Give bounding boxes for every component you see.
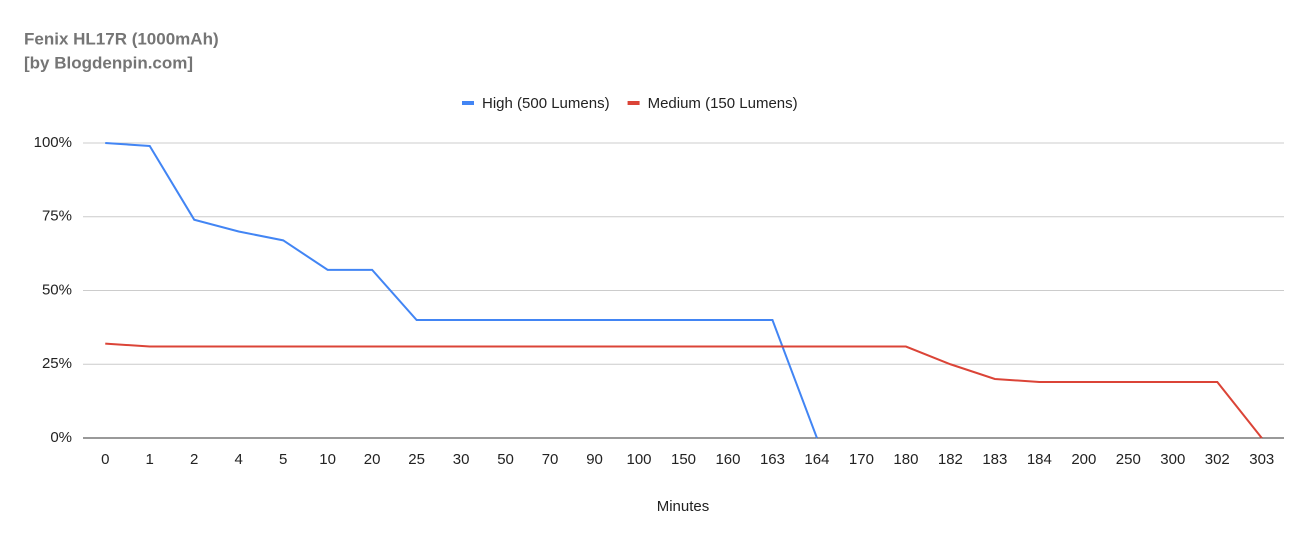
x-tick-label: 20 [364,451,381,468]
chart-subtitle: [by Blogdenpin.com] [24,53,193,72]
series-line [105,342,1263,439]
y-tick-label: 50% [42,281,72,298]
x-tick-label: 30 [453,451,470,468]
x-tick-label: 0 [101,451,109,468]
legend-label: High (500 Lumens) [482,95,610,112]
x-tick-label: 163 [760,451,785,468]
y-tick-label: 100% [34,134,72,151]
x-tick-label: 302 [1205,451,1230,468]
x-tick-label: 150 [671,451,696,468]
x-tick-label: 164 [804,451,829,468]
x-tick-label: 180 [893,451,918,468]
x-axis-label: Minutes [657,498,710,515]
x-tick-label: 10 [319,451,336,468]
x-tick-label: 250 [1116,451,1141,468]
x-tick-label: 5 [279,451,287,468]
legend-swatch [627,101,640,105]
x-tick-label: 50 [497,451,514,468]
legend-label: Medium (150 Lumens) [648,95,798,112]
x-tick-label: 1 [146,451,154,468]
x-tick-label: 2 [190,451,198,468]
x-tick-label: 160 [715,451,740,468]
x-tick-label: 90 [586,451,603,468]
x-tick-label: 70 [542,451,559,468]
y-tick-label: 75% [42,208,72,225]
legend-swatch [462,101,474,105]
series-line [105,142,818,439]
x-tick-label: 170 [849,451,874,468]
x-tick-label: 200 [1071,451,1096,468]
x-tick-label: 183 [982,451,1007,468]
x-tick-label: 100 [627,451,652,468]
x-tick-label: 184 [1027,451,1052,468]
chart-title: Fenix HL17R (1000mAh) [24,29,219,48]
y-tick-label: 0% [50,429,72,446]
x-tick-label: 303 [1249,451,1274,468]
y-tick-label: 25% [42,355,72,372]
x-tick-label: 300 [1160,451,1185,468]
x-tick-label: 25 [408,451,425,468]
x-tick-label: 182 [938,451,963,468]
x-tick-label: 4 [235,451,243,468]
